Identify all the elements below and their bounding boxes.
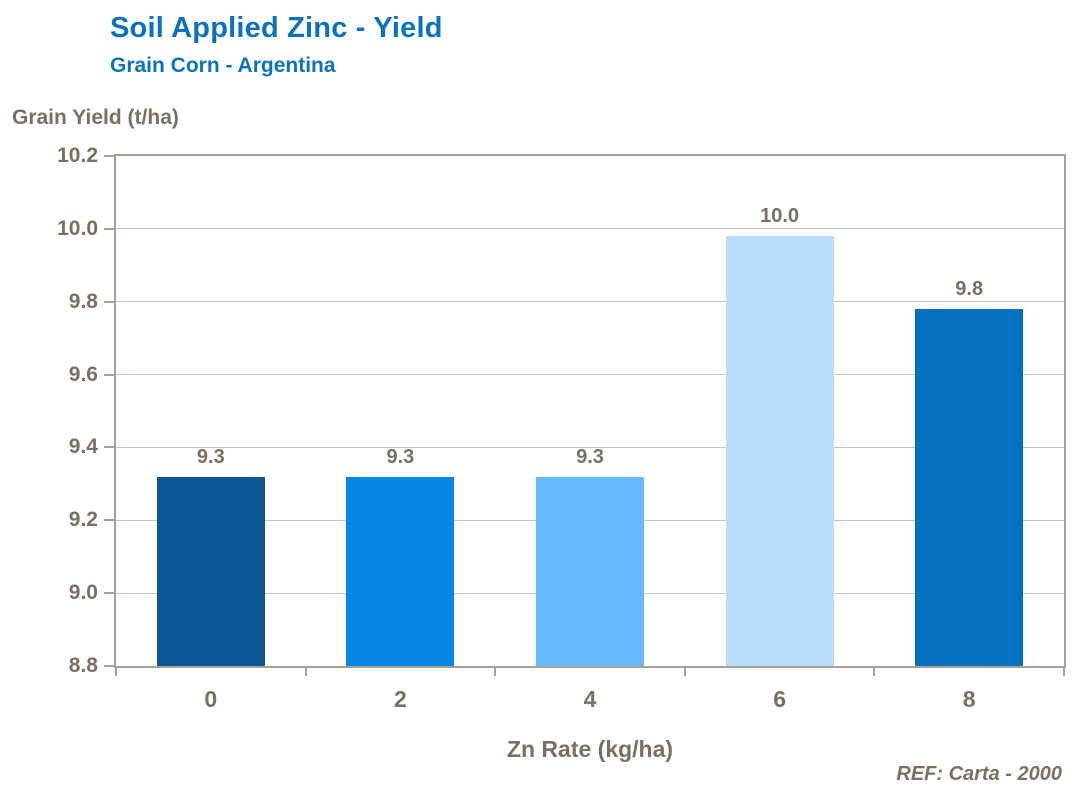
x-tick-mark bbox=[494, 666, 497, 676]
y-tick-mark bbox=[104, 665, 116, 667]
y-tick-label: 10.0 bbox=[57, 216, 98, 240]
y-tick-mark bbox=[104, 446, 116, 449]
y-tick-label: 9.0 bbox=[68, 581, 98, 605]
bar-zn-4 bbox=[536, 476, 644, 666]
bar-value-label: 9.3 bbox=[196, 445, 225, 468]
gridline bbox=[116, 446, 1064, 448]
y-tick-mark bbox=[104, 227, 116, 230]
y-tick-mark bbox=[104, 519, 116, 522]
x-tick-mark bbox=[873, 666, 876, 676]
x-tick-mark bbox=[1063, 666, 1065, 676]
bar-value-label: 10.0 bbox=[760, 205, 800, 228]
y-axis-title: Grain Yield (t/ha) bbox=[12, 106, 179, 129]
x-axis-title: Zn Rate (kg/ha) bbox=[506, 736, 674, 762]
bar-zn-6 bbox=[725, 236, 834, 666]
y-tick-label: 9.2 bbox=[68, 508, 98, 532]
bar-zn-0 bbox=[156, 476, 265, 666]
y-tick-label: 9.8 bbox=[68, 289, 98, 313]
bar-zn-2 bbox=[346, 476, 455, 666]
gridline bbox=[116, 374, 1064, 376]
bar-zn-8 bbox=[915, 309, 1024, 666]
chart-subtitle: Grain Corn - Argentina bbox=[110, 54, 336, 77]
y-tick-label: 8.8 bbox=[68, 654, 98, 677]
y-tick-mark bbox=[104, 300, 116, 303]
plot-area: 9.3 9.3 9.3 10.0 9.8 bbox=[114, 154, 1066, 668]
y-tick-mark bbox=[104, 373, 116, 376]
x-tick-label-8: 8 bbox=[962, 686, 976, 712]
y-tick-label: 9.4 bbox=[68, 435, 98, 459]
bar-value-label: 9.3 bbox=[576, 445, 604, 468]
x-tick-mark bbox=[304, 666, 307, 676]
x-tick-mark bbox=[115, 666, 117, 676]
reference-note: REF: Carta - 2000 bbox=[896, 763, 1062, 785]
x-tick-label-6: 6 bbox=[773, 686, 786, 712]
bar-value-label: 9.3 bbox=[386, 445, 415, 468]
y-tick-label: 9.6 bbox=[68, 362, 98, 386]
x-tick-label-2: 2 bbox=[393, 686, 407, 712]
gridline bbox=[116, 301, 1064, 303]
x-tick-mark bbox=[683, 666, 686, 676]
y-tick-label: 10.2 bbox=[57, 144, 98, 167]
y-tick-mark bbox=[104, 155, 116, 157]
x-tick-label-0: 0 bbox=[204, 686, 218, 712]
chart-title: Soil Applied Zinc - Yield bbox=[110, 12, 443, 44]
gridline bbox=[116, 228, 1064, 230]
x-tick-label-4: 4 bbox=[583, 686, 597, 712]
bar-value-label: 9.8 bbox=[955, 278, 984, 300]
y-tick-mark bbox=[104, 592, 116, 595]
